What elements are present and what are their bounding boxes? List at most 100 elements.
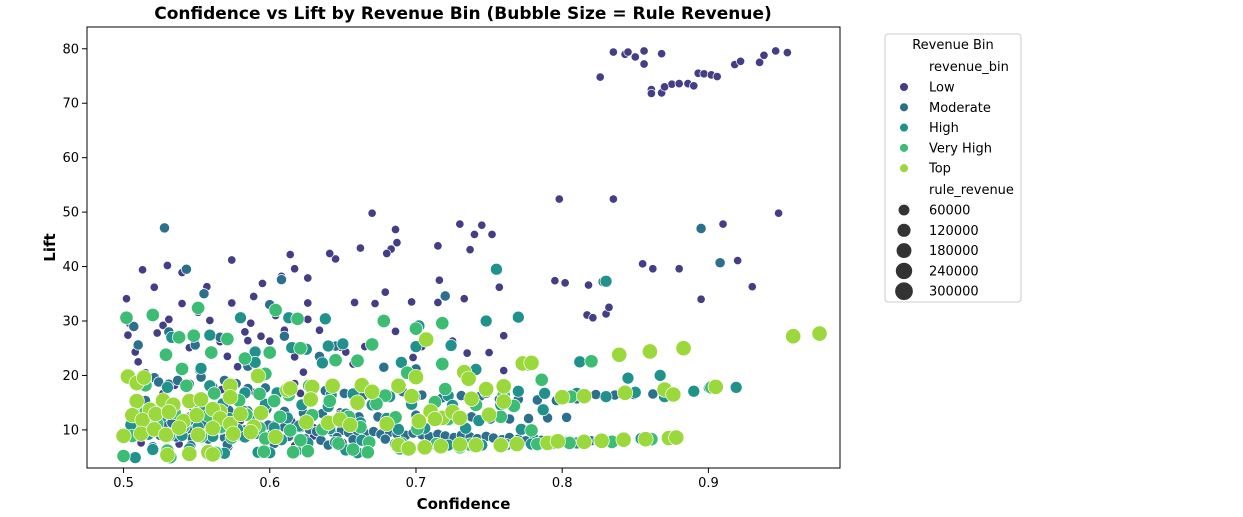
data-point xyxy=(342,416,359,434)
data-point xyxy=(434,275,444,285)
data-point xyxy=(146,443,160,456)
data-point xyxy=(285,250,295,260)
legend-marker xyxy=(899,143,909,153)
data-point xyxy=(523,412,535,424)
data-point xyxy=(275,274,287,286)
data-point xyxy=(755,57,765,67)
data-point xyxy=(252,386,267,401)
data-point xyxy=(463,390,480,407)
data-point xyxy=(147,406,164,423)
data-point xyxy=(262,345,277,360)
data-point xyxy=(696,294,706,304)
y-tick-label: 50 xyxy=(62,206,79,221)
data-point xyxy=(479,314,493,328)
y-tick-label: 20 xyxy=(62,369,79,384)
data-point xyxy=(272,409,288,424)
data-point xyxy=(495,393,512,410)
y-axis: 10 20 30 40 50 60 70 80 xyxy=(62,42,87,438)
data-point xyxy=(303,314,313,324)
data-point xyxy=(490,262,503,276)
data-point xyxy=(508,436,525,453)
data-point xyxy=(499,365,509,376)
data-point xyxy=(298,367,308,377)
data-point xyxy=(648,264,658,274)
plot-area xyxy=(115,46,828,465)
legend-size-marker xyxy=(895,262,913,280)
data-point xyxy=(390,326,401,336)
data-point xyxy=(523,354,540,371)
data-point xyxy=(324,377,341,394)
data-point xyxy=(382,248,392,259)
legend-size-title: rule_revenue xyxy=(929,183,1014,198)
data-point xyxy=(418,331,435,348)
data-point xyxy=(233,362,243,372)
data-point xyxy=(227,255,237,265)
data-point xyxy=(576,433,593,450)
data-point xyxy=(714,257,726,269)
data-point xyxy=(595,72,605,82)
data-point xyxy=(232,406,249,423)
data-point xyxy=(638,259,648,269)
data-point xyxy=(747,282,757,292)
data-point xyxy=(621,371,635,385)
data-point xyxy=(365,337,380,352)
data-point xyxy=(549,433,566,450)
legend-size-label: 180000 xyxy=(929,244,979,259)
data-point xyxy=(599,274,613,288)
y-tick-label: 10 xyxy=(62,423,79,438)
data-point xyxy=(433,297,443,308)
data-point xyxy=(193,391,210,408)
data-point xyxy=(623,47,633,57)
data-point xyxy=(364,383,381,400)
data-point xyxy=(467,437,484,454)
data-point xyxy=(695,222,707,234)
data-point xyxy=(511,384,525,398)
data-point xyxy=(707,378,724,395)
data-point xyxy=(561,411,573,423)
data-point xyxy=(689,81,699,91)
data-point xyxy=(286,445,301,460)
data-point xyxy=(283,423,298,438)
legend-size-label: 240000 xyxy=(929,264,979,279)
data-point xyxy=(265,336,275,346)
data-point xyxy=(257,278,268,288)
data-point xyxy=(432,438,449,455)
data-point xyxy=(590,389,602,400)
data-point xyxy=(331,254,341,264)
data-point xyxy=(204,446,221,463)
data-point xyxy=(668,429,685,446)
legend-size-marker xyxy=(895,242,913,259)
data-point xyxy=(336,337,350,351)
data-point xyxy=(403,388,420,405)
data-point xyxy=(718,219,728,229)
data-point xyxy=(782,48,792,58)
data-point xyxy=(494,282,504,292)
data-point xyxy=(408,352,418,363)
data-point xyxy=(584,354,599,369)
data-point xyxy=(278,330,290,342)
data-point xyxy=(171,419,188,436)
data-point xyxy=(617,384,634,401)
data-point xyxy=(314,325,325,335)
data-point xyxy=(237,351,252,366)
legend-marker xyxy=(899,102,909,113)
data-point xyxy=(390,377,407,394)
data-point xyxy=(630,52,640,62)
data-point xyxy=(116,448,131,464)
legend-hue-entries: Low Moderate High Very High Top xyxy=(899,81,992,177)
data-point xyxy=(321,339,335,353)
data-point xyxy=(376,313,391,329)
legend: Revenue Bin revenue_bin Low Moderate High V… xyxy=(884,33,1022,303)
x-axis: 0.5 0.6 0.7 0.8 0.9 xyxy=(113,468,719,491)
data-point xyxy=(378,415,395,432)
data-point xyxy=(242,424,259,441)
data-point xyxy=(674,79,684,89)
data-point xyxy=(128,320,140,332)
data-point xyxy=(409,340,423,353)
data-point xyxy=(599,390,613,404)
data-point xyxy=(554,194,564,204)
legend-size-marker xyxy=(896,223,912,238)
data-point xyxy=(462,348,472,358)
data-point xyxy=(495,378,512,395)
